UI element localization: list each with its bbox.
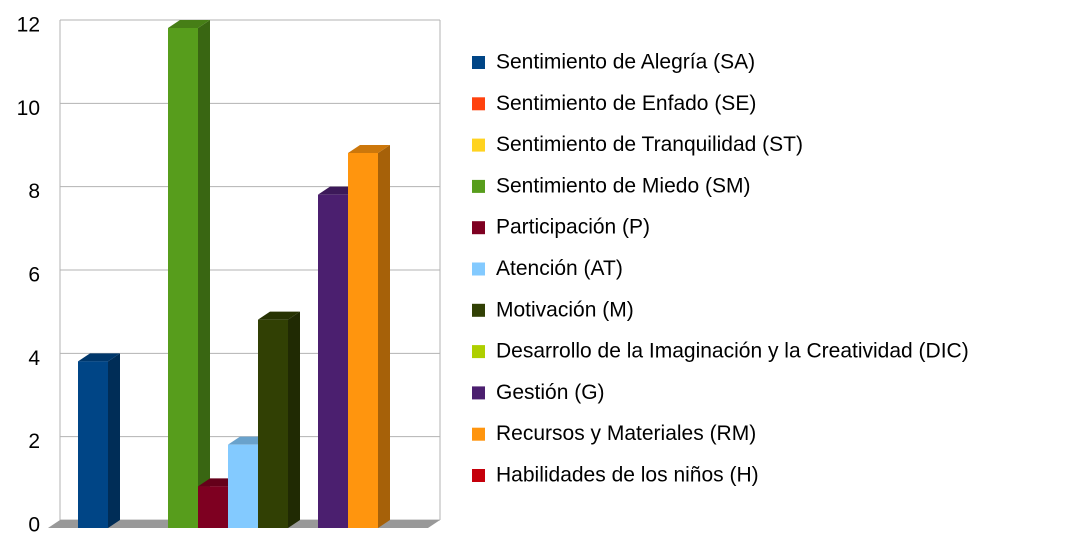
legend-swatch xyxy=(472,97,485,111)
legend-swatch xyxy=(472,56,485,69)
y-tick-label: 12 xyxy=(17,14,40,37)
legend-label: Habilidades de los niños (H) xyxy=(496,464,759,487)
legend-swatch xyxy=(472,262,485,276)
y-tick-label: 0 xyxy=(28,514,40,537)
legend-label: Sentimiento de Enfado (SE) xyxy=(496,92,756,115)
legend-swatch xyxy=(472,427,485,441)
legend-label: Gestión (G) xyxy=(496,381,605,404)
legend-swatch xyxy=(472,303,485,317)
bar-side xyxy=(378,145,390,528)
bar xyxy=(78,353,120,528)
bar xyxy=(258,311,300,528)
legend-swatch xyxy=(472,345,485,359)
legend-swatch xyxy=(472,221,485,235)
bar-side xyxy=(198,20,210,528)
bar-front xyxy=(318,194,348,528)
bar-front xyxy=(198,486,228,528)
y-tick-label: 2 xyxy=(28,430,40,453)
bar xyxy=(348,145,390,528)
legend-swatch xyxy=(472,179,485,193)
legend-label: Atención (AT) xyxy=(496,257,623,280)
legend-label: Recursos y Materiales (RM) xyxy=(496,422,756,445)
y-tick-label: 6 xyxy=(28,264,40,287)
legend-swatch xyxy=(472,469,485,482)
bar-front xyxy=(168,28,198,528)
legend-label: Motivación (M) xyxy=(496,298,634,321)
bar-top xyxy=(258,311,300,320)
legend-swatch xyxy=(472,138,485,152)
y-tick-label: 10 xyxy=(17,97,40,120)
bar-side xyxy=(288,311,300,528)
bar-front xyxy=(78,361,108,528)
bar-top xyxy=(348,145,390,153)
bar-front xyxy=(258,319,288,528)
legend-label: Sentimiento de Tranquilidad (ST) xyxy=(496,133,803,156)
bar-front xyxy=(228,444,258,528)
legend-label: Desarrollo de la Imaginación y la Creati… xyxy=(496,340,969,363)
bar-top xyxy=(78,353,120,362)
bar-top xyxy=(168,20,210,28)
y-tick-label: 4 xyxy=(28,347,40,370)
legend-label: Participación (P) xyxy=(496,216,650,239)
legend-label: Sentimiento de Alegría (SA) xyxy=(496,51,755,74)
bar xyxy=(168,20,210,528)
bar-front xyxy=(348,153,378,528)
legend-swatch xyxy=(472,386,485,400)
bar-side xyxy=(108,353,120,528)
legend-label: Sentimiento de Miedo (SM) xyxy=(496,174,750,197)
y-tick-label: 8 xyxy=(28,180,40,203)
